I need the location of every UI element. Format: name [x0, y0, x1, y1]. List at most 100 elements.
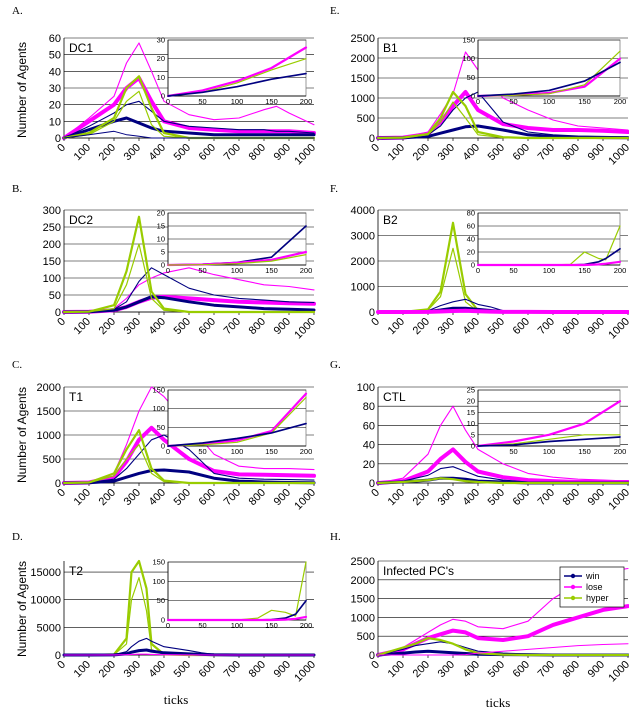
panel-a-ytick-label: 50 [49, 50, 61, 62]
panel-d-inset-xtick-label: 50 [198, 621, 206, 630]
panel-c-xtick-label: 700 [222, 487, 243, 508]
panel-f-xtick-label: 100 [386, 316, 407, 337]
panel-d-xtick-label: 800 [247, 659, 268, 680]
panel-g-ytick-label: 40 [363, 440, 375, 452]
panel-g-inset-xtick-label: 150 [578, 447, 591, 456]
panel-b-letter: B. [12, 183, 22, 195]
panel-c-inset-xtick-label: 150 [265, 447, 278, 456]
panel-e-ytick-label: 2000 [351, 53, 375, 65]
panel-f-series-lose-thick [376, 308, 629, 314]
panel-a-ytick-label: 20 [49, 100, 61, 112]
panel-d-ylabel: Number of Agents [15, 561, 29, 657]
panel-f-xtick-label: 0 [369, 316, 382, 329]
panel-d-letter: D. [12, 531, 23, 543]
panel-f-inset-ytick-label: 20 [467, 248, 475, 257]
panel-a-ylabel: Number of Agents [15, 42, 29, 138]
panel-f-inset-xtick-label: 100 [543, 266, 556, 275]
panel-d-xtick-label: 300 [122, 659, 143, 680]
panel-e-inset-xtick-label: 200 [614, 97, 627, 106]
panel-a-xtick-label: 700 [222, 142, 243, 163]
panel-c-xtick-label: 200 [97, 487, 118, 508]
panel-b-ytick-label: 200 [43, 239, 61, 251]
panel-c-ytick-label: 0 [55, 478, 61, 490]
panel-h-xtick-label: 900 [586, 659, 607, 680]
panel-g-inset-ytick-label: 20 [467, 397, 475, 406]
panel-h-xtick-label: 500 [486, 659, 507, 680]
panel-e-xtick-label: 600 [511, 142, 532, 163]
panel-b-inset-ytick-label: 10 [157, 235, 165, 244]
panel-h-legend-marker-win [570, 573, 576, 579]
panel-b-series-hyper-thin [63, 243, 315, 313]
panel-e-ytick-label: 2500 [351, 33, 375, 45]
panel-e-xtick-label: 1000 [606, 142, 629, 168]
panel-a-series-win-extra [63, 130, 315, 139]
panel-a-xtick-label: 600 [197, 142, 218, 163]
panel-a-inset-xtick-label: 50 [198, 97, 206, 106]
panel-f-ytick-label: 1000 [351, 282, 375, 294]
panel-g-inset-ytick-label: 0 [471, 442, 475, 451]
panel-e-inset-xtick-label: 100 [543, 97, 556, 106]
panel-f-inset-ytick-label: 60 [467, 222, 475, 231]
panel-a-ytick-label: 0 [55, 133, 61, 145]
panel-b-inset-series-hyper [167, 253, 307, 266]
panel-g-xtick-label: 800 [561, 487, 582, 508]
panel-h-xtick-label: 0 [369, 659, 382, 672]
panel-g-inset-ytick-label: 10 [467, 419, 475, 428]
panel-a-ytick-label: 30 [49, 83, 61, 95]
panel-d-inset-xtick-label: 150 [265, 621, 278, 630]
panel-a-xtick-label: 900 [272, 142, 293, 163]
panel-g-xtick-label: 900 [586, 487, 607, 508]
panel-e-ytick-label: 1500 [351, 73, 375, 85]
panel-e-letter: E. [330, 5, 340, 17]
panel-f-inset-ytick-label: 80 [467, 209, 475, 218]
panel-e-xtick-label: 700 [536, 142, 557, 163]
panel-b-xtick-label: 600 [197, 316, 218, 337]
panel-g-series-hyper [376, 477, 629, 485]
panel-h-title: Infected PC's [383, 564, 454, 578]
panel-g-series-lose-thin [377, 405, 629, 484]
panel-f-inset-series-lose-thick [476, 260, 622, 267]
panel-e-xtick-label: 800 [561, 142, 582, 163]
panel-b-ytick-label: 0 [55, 307, 61, 319]
panel-g-letter: G. [330, 359, 341, 371]
panel-g-ytick-label: 100 [357, 382, 375, 394]
panel-d-inset-ytick-label: 150 [152, 558, 165, 567]
panel-c-xtick-label: 100 [72, 487, 93, 508]
panel-a-inset-plot-area [167, 39, 307, 97]
panel-h-xtick-label: 200 [411, 659, 432, 680]
panel-e-xtick-label: 0 [369, 142, 382, 155]
panel-c-ytick-label: 2000 [37, 382, 61, 394]
panel-f-inset-xtick-label: 150 [578, 266, 591, 275]
panel-d-xtick-label: 400 [147, 659, 168, 680]
panel-h-xtick-label: 100 [386, 659, 407, 680]
panel-d-xtick-label: 500 [172, 659, 193, 680]
panel-a-xtick-label: 500 [172, 142, 193, 163]
panel-a-xtick-label: 1000 [292, 142, 318, 168]
panel-b-xtick-label: 1000 [292, 316, 318, 342]
panel-b-title: DC2 [69, 213, 93, 227]
panel-c-inset-xtick-label: 50 [198, 447, 206, 456]
panel-c-inset-series-hyper [167, 396, 307, 447]
panel-f-xtick-label: 800 [561, 316, 582, 337]
panel-c-inset-ytick-label: 100 [152, 404, 165, 413]
panel-d-ytick-label: 5000 [37, 622, 61, 634]
panel-d-inset-ytick-label: 100 [152, 577, 165, 586]
panel-d-inset-series-lose-thick [166, 615, 308, 622]
panel-c-inset-xtick-label: 200 [300, 447, 313, 456]
panel-b-ytick-label: 300 [43, 205, 61, 217]
panel-a-title: DC1 [69, 41, 93, 55]
panel-a-inset-ytick-label: 10 [157, 73, 165, 82]
panel-e-inset-xtick-label: 0 [476, 97, 480, 106]
panel-c-inset-xtick-label: 100 [231, 447, 244, 456]
panel-a-inset-ytick-label: 0 [161, 92, 165, 101]
panel-a-xtick-label: 300 [122, 142, 143, 163]
panel-f-inset-xtick-label: 200 [614, 266, 627, 275]
panel-b-xtick-label: 300 [122, 316, 143, 337]
panel-b-ytick-label: 100 [43, 273, 61, 285]
panel-h-xtick-label: 800 [561, 659, 582, 680]
panel-d-inset-xtick-label: 100 [231, 621, 244, 630]
x-axis-label-right: ticks [486, 695, 511, 710]
panel-f-xtick-label: 300 [436, 316, 457, 337]
panel-g-inset-xtick-label: 100 [543, 447, 556, 456]
panel-a-xtick-label: 100 [72, 142, 93, 163]
